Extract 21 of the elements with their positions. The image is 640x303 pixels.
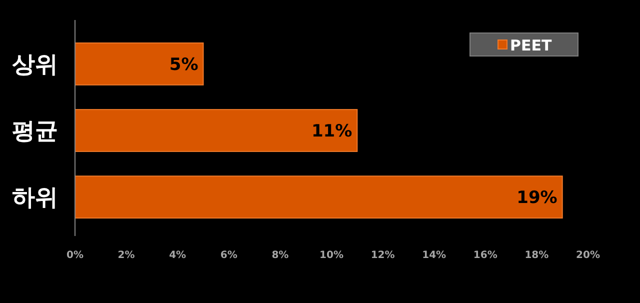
data-label: 19% (516, 188, 558, 208)
y-tick-label: 하위 (12, 185, 58, 212)
legend-label: PEET (510, 36, 552, 54)
y-tick-label: 평균 (12, 118, 58, 145)
x-tick-label: 2% (118, 250, 135, 261)
x-tick-label: 14% (422, 250, 446, 261)
bar (74, 176, 563, 219)
x-tick-label: 20% (576, 250, 600, 261)
x-tick-label: 6% (220, 250, 238, 261)
x-tick-label: 16% (473, 250, 498, 261)
bar (74, 42, 204, 86)
x-tick-label: 10% (320, 250, 344, 261)
x-tick-label: 12% (370, 250, 395, 261)
x-tick-label: 4% (169, 250, 186, 261)
bar (74, 109, 358, 152)
data-label: 5% (169, 54, 198, 75)
data-label: 11% (311, 121, 352, 142)
y-tick-label: 상위 (12, 52, 58, 78)
x-tick-label: 18% (524, 250, 549, 261)
x-tick-label: 0% (66, 250, 84, 261)
x-tick-label: 8% (272, 250, 289, 261)
